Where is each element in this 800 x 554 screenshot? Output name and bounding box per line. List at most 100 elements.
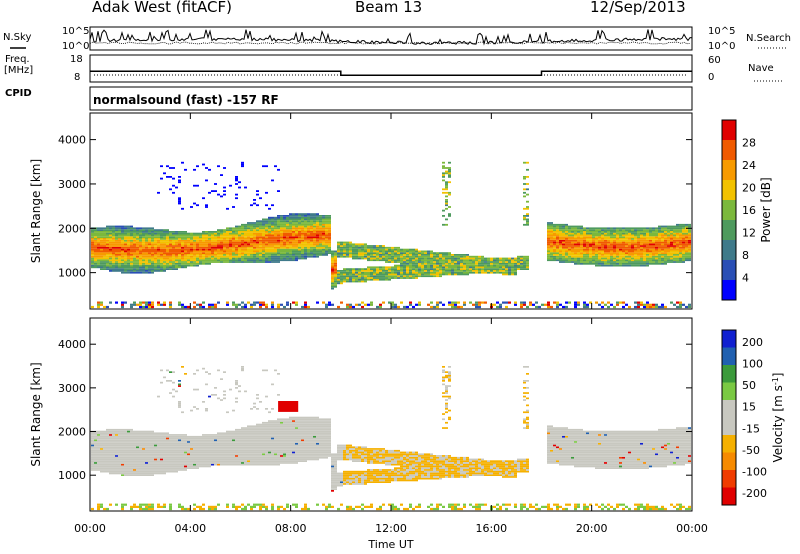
power-cell <box>370 273 373 276</box>
power-cell <box>367 245 370 247</box>
velocity-cell <box>106 456 109 459</box>
velocity-cell <box>139 455 142 457</box>
power-cell <box>94 248 97 251</box>
power-cell <box>205 232 208 235</box>
power-cell <box>343 246 346 249</box>
power-clutter <box>211 303 214 306</box>
velocity-cell <box>103 432 106 435</box>
velocity-cell <box>292 435 295 438</box>
power-cell <box>331 264 334 267</box>
power-cell <box>355 280 358 283</box>
power-cell <box>118 234 121 237</box>
power-cell <box>316 241 319 244</box>
power-cell <box>226 246 229 249</box>
power-clutter <box>271 305 274 309</box>
velocity-cell <box>142 448 145 450</box>
velocity-cell <box>217 437 220 440</box>
velocity-cell <box>259 448 262 450</box>
velocity-cell <box>193 462 196 464</box>
power-cell <box>178 234 181 237</box>
velocity-cell <box>298 427 301 429</box>
velocity-cell <box>340 444 343 447</box>
power-cell <box>214 255 217 258</box>
power-cell <box>292 254 295 256</box>
velocity-cell <box>301 460 304 462</box>
velocity-cell <box>325 420 328 422</box>
velocity-cell <box>175 446 178 449</box>
velocity-cell <box>376 476 379 478</box>
power-cell <box>97 243 100 246</box>
power-cell <box>181 238 184 240</box>
power-clutter <box>181 303 184 306</box>
power-cell <box>121 264 124 267</box>
power-clutter <box>199 303 202 306</box>
velocity-cell <box>175 449 178 452</box>
velocity-cell <box>337 479 340 482</box>
power-cell <box>310 232 313 235</box>
power-cell <box>181 262 184 265</box>
power-cell <box>283 223 286 226</box>
velocity-cell <box>262 446 265 449</box>
power-cell <box>289 238 292 240</box>
power-cell <box>397 252 400 254</box>
power-cell <box>286 243 289 246</box>
power-cell <box>259 234 262 237</box>
velocity-cell <box>223 397 226 400</box>
velocity-cell <box>307 453 310 456</box>
power-cell <box>199 254 202 256</box>
power-cell <box>178 202 181 205</box>
velocity-cell <box>241 442 244 445</box>
velocity-cell <box>136 474 139 476</box>
velocity-cell <box>217 456 220 459</box>
velocity-cell <box>133 472 136 475</box>
velocity-cell <box>148 441 151 443</box>
velocity-cell <box>295 439 298 442</box>
velocity-cell <box>379 476 382 478</box>
power-cell <box>163 270 166 272</box>
power-cell <box>265 222 268 224</box>
velocity-cell <box>103 434 106 436</box>
velocity-cell <box>148 474 151 476</box>
power-cell <box>127 259 130 262</box>
power-cell <box>244 231 247 233</box>
velocity-cell <box>391 460 394 462</box>
velocity-cell <box>181 434 184 436</box>
power-cell <box>238 236 241 239</box>
velocity-cell <box>157 472 160 475</box>
velocity-cell <box>358 472 361 475</box>
power-cell <box>166 238 169 240</box>
velocity-cell <box>310 453 313 456</box>
power-cell <box>256 246 259 249</box>
power-cell <box>232 250 235 253</box>
power-cell <box>100 266 103 269</box>
velocity-cell <box>172 446 175 449</box>
velocity-cell <box>229 460 232 462</box>
velocity-cell <box>220 455 223 457</box>
velocity-cell <box>304 439 307 442</box>
velocity-cell <box>262 453 265 456</box>
power-cell <box>349 254 352 256</box>
power-cell <box>109 268 112 270</box>
velocity-cell <box>349 451 352 454</box>
power-cell <box>268 259 271 262</box>
power-cell <box>295 232 298 235</box>
velocity-cell <box>322 437 325 440</box>
power-cell <box>100 239 103 242</box>
velocity-clutter <box>148 503 151 506</box>
power-cell <box>199 234 202 237</box>
power-clutter <box>265 305 268 309</box>
velocity-cell <box>277 448 280 450</box>
power-cell <box>181 243 184 246</box>
power-cell <box>121 241 124 244</box>
power-cell <box>265 165 268 168</box>
power-clutter <box>250 303 253 306</box>
power-cell <box>124 261 127 263</box>
power-cell <box>265 229 268 231</box>
velocity-cell <box>136 460 139 462</box>
velocity-cell <box>367 481 370 483</box>
velocity-cell <box>244 434 247 436</box>
velocity-cell <box>397 479 400 482</box>
velocity-cell <box>166 449 169 452</box>
velocity-cell <box>124 456 127 459</box>
velocity-cell <box>274 451 277 454</box>
